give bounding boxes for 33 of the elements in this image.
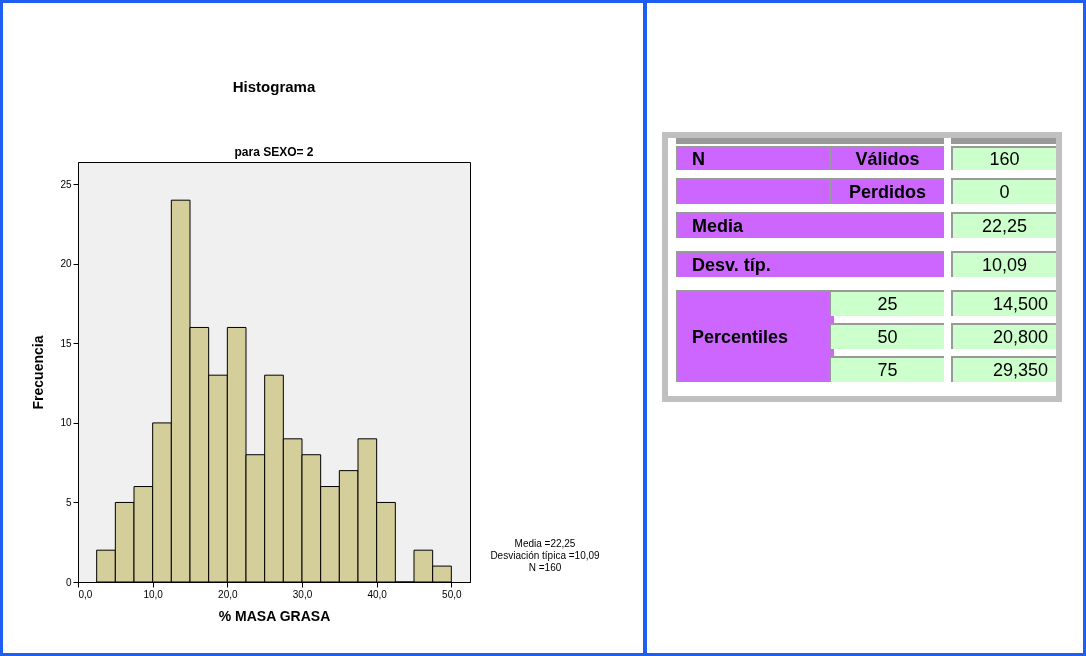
text: 14,500: [951, 290, 1056, 316]
text: 22,25: [951, 212, 1056, 238]
text: 160: [951, 146, 1056, 170]
y-tick-label: 15: [60, 337, 72, 349]
x-tick-label: 30,0: [292, 588, 313, 600]
text: Percentiles: [676, 290, 834, 382]
text: Desv. típ.: [676, 251, 944, 277]
x-tick-label: 0,0: [78, 588, 93, 600]
text: Media: [676, 212, 944, 238]
x-tick-label: 40,0: [367, 588, 388, 600]
text: Válidos: [829, 146, 944, 170]
x-tick-label: 10,0: [143, 588, 164, 600]
y-tick-label: 25: [60, 178, 72, 190]
x-axis-title: % MASA GRASA: [218, 607, 331, 624]
y-tick-label: 5: [65, 496, 72, 508]
text: 29,350: [951, 356, 1056, 382]
y-tick-label: 0: [65, 576, 72, 588]
text: 75: [829, 356, 944, 382]
text: 10,09: [951, 251, 1056, 277]
y-tick-label: 10: [60, 417, 72, 429]
text: Media =22,25 Desviación típica =10,09 N =160: [489, 538, 601, 574]
x-tick-label: 20,0: [218, 588, 238, 600]
chart-subtitle: para SEXO= 2: [234, 145, 314, 159]
text: 25: [829, 290, 944, 316]
y-axis-title: Frecuencia: [30, 335, 47, 410]
text: 50: [829, 323, 944, 349]
chart-title: Histograma: [232, 78, 316, 95]
text: 20,800: [951, 323, 1056, 349]
text: Perdidos: [829, 178, 944, 204]
y-tick-label: 20: [60, 258, 72, 270]
text: N: [676, 146, 834, 170]
text: 0: [951, 178, 1056, 204]
x-tick-label: 50,0: [442, 588, 462, 600]
